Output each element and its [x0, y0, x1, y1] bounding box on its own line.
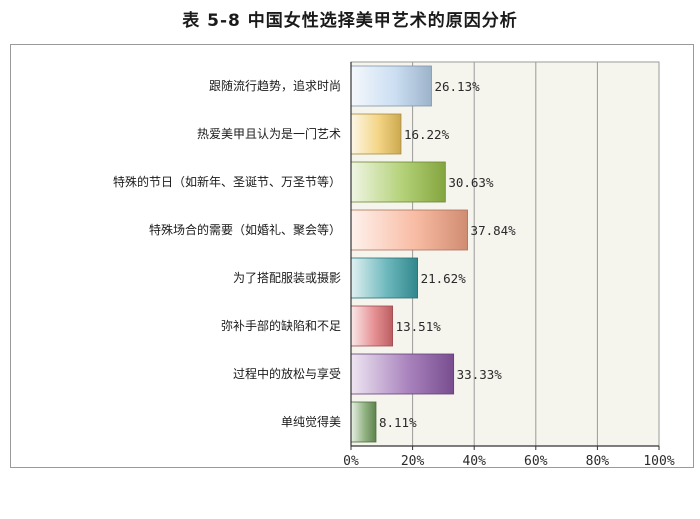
bar[interactable]	[350, 401, 377, 443]
bar[interactable]	[350, 257, 418, 299]
x-tick-label: 0%	[343, 454, 359, 467]
category-label: 过程中的放松与享受	[233, 366, 341, 381]
bar[interactable]	[350, 305, 394, 347]
value-label: 33.33%	[457, 367, 503, 382]
value-label: 26.13%	[434, 79, 480, 94]
bar[interactable]	[350, 113, 402, 155]
category-label: 热爱美甲且认为是一门艺术	[197, 126, 341, 141]
bar[interactable]	[350, 353, 455, 395]
category-label: 单纯觉得美	[281, 414, 341, 429]
bar[interactable]	[350, 65, 432, 107]
value-label: 16.22%	[404, 127, 450, 142]
bar[interactable]	[350, 209, 468, 251]
x-tick-label: 40%	[462, 454, 486, 467]
x-tick-label: 60%	[524, 454, 548, 467]
value-label: 21.62%	[421, 271, 467, 286]
value-label: 30.63%	[448, 175, 494, 190]
bar-chart: 跟随流行趋势，追求时尚 26.13% 热爱美甲且认为是一门艺术 16.22% 特殊的节日…	[113, 61, 675, 467]
category-label: 特殊场合的需要（如婚礼、聚会等）	[149, 222, 341, 237]
x-tick-label: 80%	[586, 454, 610, 467]
category-label: 弥补手部的缺陷和不足	[221, 318, 341, 333]
category-label: 特殊的节日（如新年、圣诞节、万圣节等）	[113, 174, 341, 189]
value-label: 13.51%	[396, 319, 442, 334]
value-label: 8.11%	[379, 415, 417, 430]
category-label: 为了搭配服装或摄影	[233, 270, 341, 285]
category-label: 跟随流行趋势，追求时尚	[209, 78, 341, 93]
bar[interactable]	[350, 161, 446, 203]
value-label: 37.84%	[471, 223, 517, 238]
x-tick-label: 20%	[401, 454, 425, 467]
x-tick-label: 100%	[643, 454, 674, 467]
chart-title: 表 5-8 中国女性选择美甲艺术的原因分析	[182, 11, 518, 31]
chart-frame: 跟随流行趋势，追求时尚 26.13% 热爱美甲且认为是一门艺术 16.22% 特殊的节日…	[10, 44, 694, 468]
